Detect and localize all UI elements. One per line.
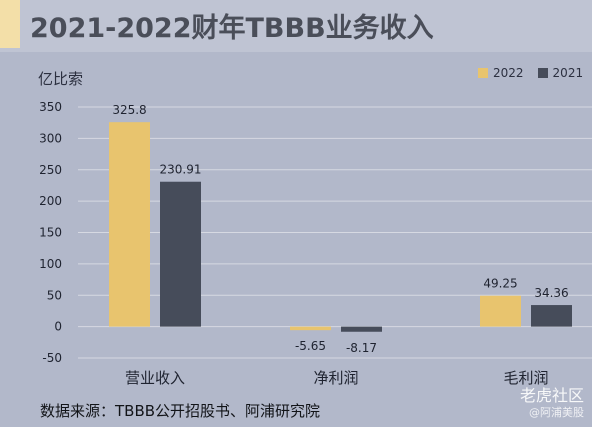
data-label: 34.36 (534, 286, 568, 300)
bar-2022-0 (109, 122, 150, 327)
y-tick-label: 350 (39, 100, 62, 114)
data-label: 49.25 (483, 277, 517, 291)
legend-label-2022: 2022 (493, 66, 524, 80)
y-tick-label: 50 (47, 288, 62, 302)
bar-chart: -50 0 50 100 150 200 250 300 350 325.8 230.91 -5.6… (39, 100, 592, 387)
legend: 2022 2021 (478, 66, 592, 80)
y-tick-label: 0 (54, 320, 62, 334)
data-label: -8.17 (346, 341, 377, 355)
category-label: 营业收入 (125, 369, 185, 387)
legend-item-2021: 2021 (537, 66, 584, 80)
bar-2021-0 (160, 181, 201, 327)
y-tick-label: 200 (39, 194, 62, 208)
legend-label-2021: 2021 (552, 66, 584, 80)
legend-item-2022: 2022 (478, 66, 524, 80)
legend-swatch-2022 (478, 68, 488, 78)
bar-2021-1 (341, 326, 382, 332)
title-bar: 2021-2022财年TBBB业务收入 (0, 0, 592, 52)
data-label: 230.91 (160, 163, 202, 177)
y-tick-label: 100 (39, 257, 62, 271)
title-accent (0, 0, 20, 48)
y-tick-label: -50 (42, 351, 62, 365)
y-tick-label: 150 (39, 226, 62, 240)
data-label: -5.65 (295, 339, 326, 353)
y-tick-labels: -50 0 50 100 150 200 250 300 350 (39, 100, 62, 365)
bar-2022-1 (290, 326, 331, 331)
source-note: 数据来源：TBBB公开招股书、阿浦研究院 (40, 402, 321, 420)
category-labels: 营业收入 净利润 毛利润 (125, 369, 549, 387)
bar-2021-2 (531, 305, 572, 327)
y-tick-label: 300 (39, 131, 62, 145)
bar-2022-2 (480, 295, 521, 327)
legend-swatch-2021 (537, 68, 548, 78)
y-axis-unit: 亿比索 (38, 70, 84, 88)
watermark-handle: @阿浦美股 (529, 406, 584, 419)
data-labels: 325.8 230.91 -5.65 -8.17 49.25 34.36 (112, 103, 568, 355)
watermark-logo: 老虎社区 (519, 386, 584, 405)
chart-title: 2021-2022财年TBBB业务收入 (30, 13, 434, 44)
category-label: 净利润 (313, 369, 358, 387)
category-label: 毛利润 (503, 369, 548, 387)
y-tick-label: 250 (39, 163, 62, 177)
data-label: 325.8 (112, 103, 146, 117)
bars (109, 122, 572, 332)
